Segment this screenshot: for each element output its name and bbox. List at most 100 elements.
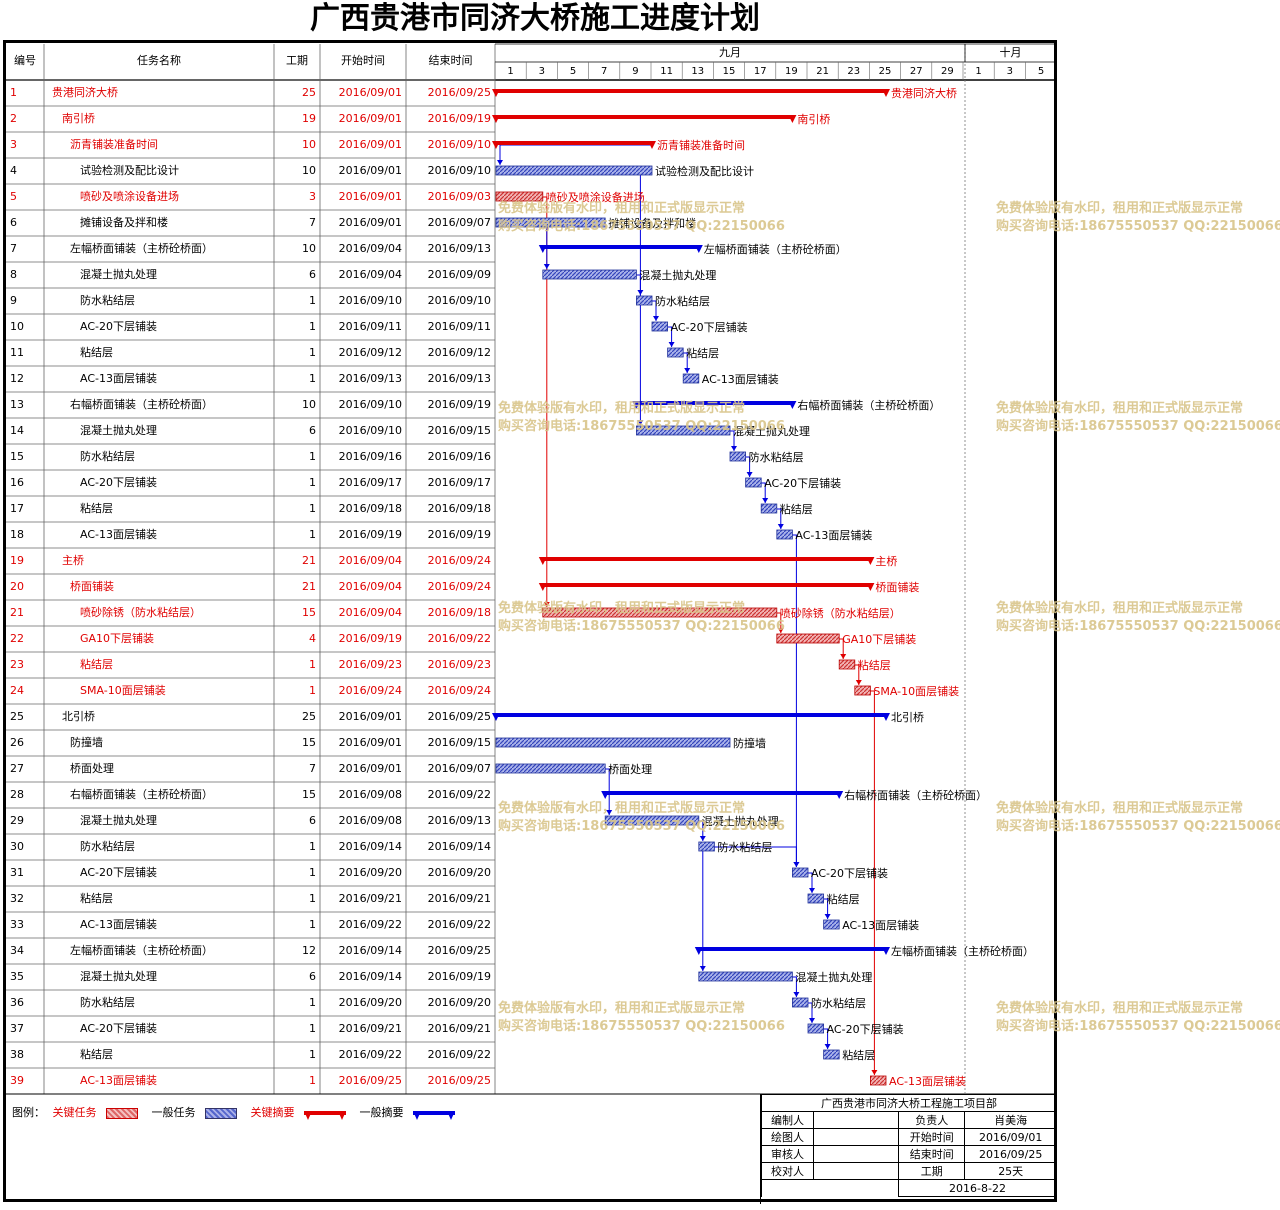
dependency-arrow [653, 316, 659, 321]
row-dur: 4 [309, 632, 316, 645]
signoff-r3-c3: 结束时间 [898, 1145, 966, 1163]
row-id: 24 [10, 684, 24, 697]
dependency-link [652, 300, 657, 321]
bar-label: 混凝土抛丸处理 [702, 814, 779, 828]
row-start: 2016/09/08 [338, 788, 402, 801]
row-start: 2016/09/01 [338, 138, 402, 151]
row-name: 粘结层 [80, 1048, 113, 1061]
row-start: 2016/09/24 [338, 684, 402, 697]
signoff-r1-c2 [813, 1111, 900, 1129]
row-end: 2016/09/19 [427, 970, 491, 983]
row-name: 粘结层 [80, 892, 113, 905]
dependency-arrow [793, 862, 800, 867]
summary-start-cap [694, 947, 703, 955]
row-id: 14 [10, 424, 24, 437]
summary-end-cap [648, 141, 656, 149]
row-name: AC-13面层铺装 [80, 1074, 157, 1087]
day-tick-label: 15 [723, 66, 736, 77]
day-tick-label: 5 [1038, 66, 1044, 77]
row-dur: 1 [309, 476, 316, 489]
row-id: 39 [10, 1074, 24, 1087]
row-id: 8 [10, 268, 17, 281]
row-id: 2 [10, 112, 17, 125]
watermark-line1: 免费体验版有水印，租用和正式版显示正常 [498, 601, 746, 616]
row-id: 19 [10, 554, 24, 567]
row-name: AC-13面层铺装 [80, 372, 157, 385]
row-end: 2016/09/12 [427, 346, 491, 359]
row-start: 2016/09/11 [338, 320, 402, 333]
row-dur: 1 [309, 1074, 316, 1087]
row-dur: 1 [309, 658, 316, 671]
row-id: 16 [10, 476, 24, 489]
summary-bar [636, 401, 793, 405]
row-start: 2016/09/22 [338, 918, 402, 931]
row-start: 2016/09/04 [338, 606, 402, 619]
dependency-arrow [824, 914, 831, 919]
task-bar [776, 529, 793, 540]
row-dur: 10 [302, 164, 316, 177]
row-start: 2016/09/20 [338, 996, 402, 1009]
signoff-r4-c3: 工期 [898, 1162, 966, 1180]
task-bar [495, 737, 731, 748]
row-dur: 1 [309, 840, 316, 853]
row-name: 左幅桥面铺装（主桥砼桥面） [70, 242, 213, 255]
row-id: 11 [10, 346, 24, 359]
month-label: 十月 [1000, 45, 1022, 59]
row-dur: 21 [302, 554, 316, 567]
row-end: 2016/09/19 [427, 528, 491, 541]
row-end: 2016/09/03 [427, 190, 491, 203]
task-bar [495, 191, 544, 202]
row-dur: 1 [309, 320, 316, 333]
dependency-link [854, 664, 860, 685]
row-end: 2016/09/25 [427, 944, 491, 957]
row-id: 23 [10, 658, 24, 671]
task-bar [807, 893, 824, 904]
column-header-dur: 工期 [286, 54, 308, 67]
task-bar [542, 607, 778, 618]
dependency-arrow [543, 602, 550, 607]
row-start: 2016/09/10 [338, 398, 402, 411]
legend-normal-task-swatch [205, 1107, 237, 1119]
row-end: 2016/09/16 [427, 450, 491, 463]
row-name: 右幅桥面铺装（主桥砼桥面） [70, 398, 213, 411]
row-name: 桥面处理 [70, 762, 114, 775]
row-start: 2016/09/16 [338, 450, 402, 463]
row-name: 粘结层 [80, 658, 113, 671]
task-bar [636, 425, 731, 436]
day-tick-label: 23 [847, 66, 860, 77]
row-end: 2016/09/25 [427, 1074, 491, 1087]
day-tick-label: 11 [660, 66, 673, 77]
summary-end-cap [866, 583, 875, 591]
signoff-r1-c4: 肖美海 [964, 1111, 1057, 1129]
bar-label: 左幅桥面铺装（主桥砼桥面） [891, 945, 1034, 958]
row-start: 2016/09/04 [338, 268, 402, 281]
row-dur: 6 [309, 268, 316, 281]
dependency-link [499, 144, 652, 165]
row-start: 2016/09/04 [338, 242, 402, 255]
summary-bar [698, 947, 886, 951]
summary-end-cap [882, 947, 890, 955]
summary-start-cap [538, 557, 547, 565]
bar-label: 粘结层 [842, 1048, 875, 1062]
schedule-frame [3, 40, 1057, 1202]
bar-label: 南引桥 [797, 112, 830, 126]
row-end: 2016/09/15 [427, 736, 491, 749]
row-start: 2016/09/01 [338, 736, 402, 749]
dependency-arrow [731, 446, 737, 451]
dependency-link [808, 872, 813, 893]
summary-start-cap [601, 791, 610, 799]
watermark-line1: 免费体验版有水印，租用和正式版显示正常 [498, 201, 746, 216]
row-name: 主桥 [62, 554, 84, 567]
task-bar [698, 841, 715, 852]
dependency-link [745, 456, 751, 477]
signoff-r4-c1: 校对人 [760, 1162, 815, 1180]
row-name: AC-20下层铺装 [80, 476, 157, 489]
bar-label: AC-13面层铺装 [702, 373, 779, 386]
signoff-r4-c2 [813, 1162, 900, 1180]
watermark-line2: 购买咨询电话:18675550537 QQ:22150066 [996, 1019, 1280, 1034]
row-dur: 10 [302, 138, 316, 151]
summary-start-cap [492, 115, 500, 123]
watermark-line1: 免费体验版有水印，租用和正式版显示正常 [498, 1001, 746, 1016]
row-name: 混凝土抛丸处理 [80, 424, 157, 437]
dependency-arrow [746, 472, 753, 477]
